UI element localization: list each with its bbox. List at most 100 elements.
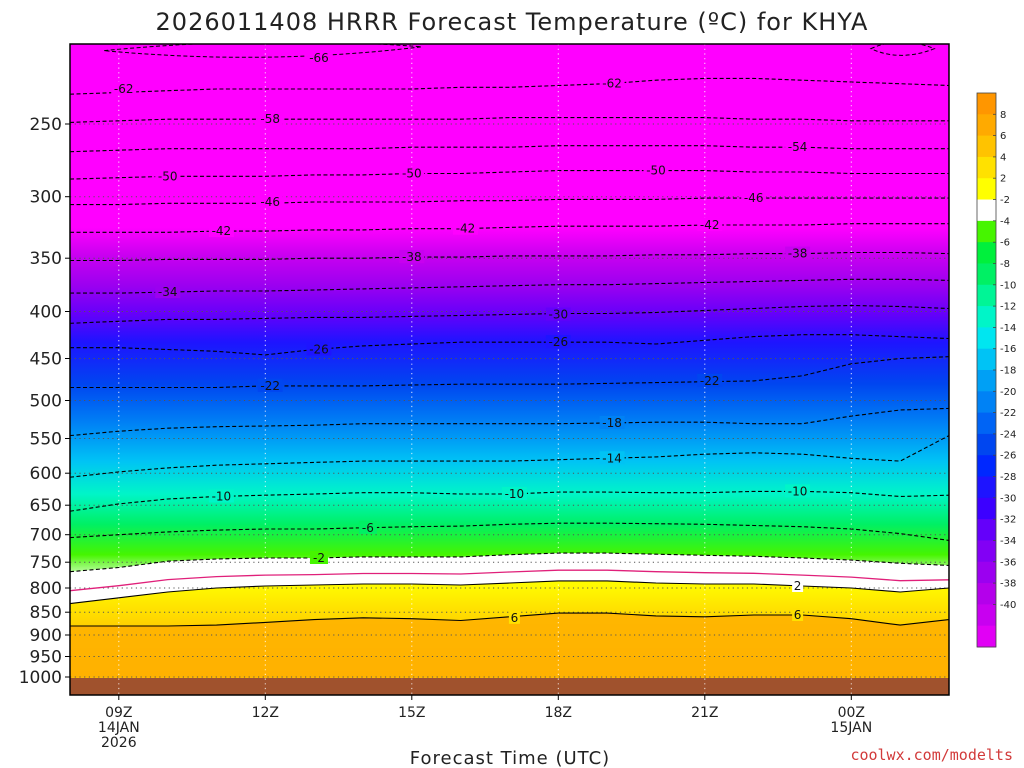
colorbar-swatch: [977, 604, 996, 627]
colorbar-tick-label: -34: [1000, 536, 1016, 547]
x-tick-label: 2026: [101, 735, 137, 751]
contour-label: -42: [700, 218, 720, 232]
colorbar-swatch: [977, 561, 996, 584]
ground-below-surface: [70, 678, 949, 695]
isotherm-line: [70, 170, 949, 180]
contour-label-bg: [501, 487, 527, 500]
y-tick-label: 900: [30, 626, 62, 646]
plot-area: -66-62 -62-58-54-50 -50 -50-46 -46-42 -42 -42-…: [70, 44, 949, 695]
colorbar-swatch: [977, 433, 996, 456]
contour-label: 6: [511, 611, 519, 625]
contour-label-bg: [508, 610, 520, 624]
contour-label: 2: [794, 579, 802, 593]
contour-label: -38: [788, 247, 808, 261]
colorbar-swatch: [977, 348, 996, 371]
contour-label-bg: [306, 342, 332, 356]
plot-frame: [69, 43, 950, 696]
colorbar-swatch: [977, 306, 996, 328]
contour-label-bg: [399, 166, 425, 180]
colorbar-tick-label: -24: [1000, 429, 1016, 440]
colorbar-tick-label: -2: [1000, 195, 1010, 206]
contour-label-bg: [741, 191, 767, 205]
x-tick-label: 21Z: [691, 705, 718, 721]
contour-label-bg: [599, 416, 625, 429]
contour-label-bg: [155, 285, 181, 299]
colorbar-tick-label: -22: [1000, 408, 1016, 419]
y-tick-label: 350: [30, 249, 62, 269]
contour-label-bg: [785, 140, 811, 154]
x-tick-label: 12Z: [252, 705, 279, 721]
contour-label-bg: [399, 250, 425, 264]
isotherm-line: [70, 278, 949, 294]
contour-label-bg: [599, 76, 625, 90]
y-tick-label: 250: [30, 115, 62, 135]
contour-labels: -66-62 -62-58-54-50 -50 -50-46 -46-42 -42 -42-…: [111, 51, 811, 625]
y-tick-label: 850: [30, 603, 62, 623]
colorbar-swatch: [977, 220, 996, 243]
isotherm-line: [70, 334, 949, 356]
contour-label: -46: [744, 191, 764, 205]
y-tick-label: 500: [30, 392, 62, 412]
contour-label-bg: [257, 112, 283, 126]
colorbar-tick-label: -38: [1000, 579, 1016, 590]
contour-label: -2: [313, 551, 325, 565]
contour-label-bg: [697, 373, 723, 387]
colorbar-swatch: [977, 455, 996, 478]
contour-label-bg: [155, 169, 181, 183]
x-tick-label: 15Z: [398, 705, 425, 721]
colorbar-swatch: [977, 135, 996, 158]
colorbar-tick-label: -8: [1000, 259, 1010, 270]
colorbar-tick-label: 8: [1000, 110, 1006, 121]
contour-label-bg: [792, 579, 804, 592]
contour-label-bg: [785, 246, 811, 260]
colorbar-swatch: [977, 327, 996, 350]
colorbar-swatch: [977, 370, 996, 392]
colorbar-swatch: [977, 519, 996, 541]
contour-label: -30: [548, 308, 568, 322]
y-tick-label: 800: [30, 579, 62, 599]
contour-label: -50: [402, 167, 422, 181]
contour-label: -26: [309, 343, 329, 357]
contour-label: -18: [602, 416, 622, 430]
contour-label-bg: [545, 335, 571, 349]
contour-label: -14: [602, 451, 622, 465]
contour-label-bg: [545, 307, 571, 321]
colorbar-swatch: [977, 178, 996, 201]
x-tick-label: 14JAN: [98, 720, 140, 736]
isotherm-line: [869, 44, 936, 56]
contour-label-bg: [785, 484, 811, 498]
freezing-line-0c: [70, 569, 949, 592]
contour-label-bg: [208, 224, 234, 238]
y-tick-label: 600: [30, 464, 62, 484]
chart-title: 2026011408 HRRR Forecast Temperature (ºC…: [156, 8, 869, 36]
colorbar-tick-label: -12: [1000, 302, 1016, 313]
colorbar-tick-label: -4: [1000, 216, 1010, 227]
isotherm-line: [104, 44, 422, 58]
contour-label: -50: [646, 164, 666, 178]
colorbar-tick-label: -40: [1000, 600, 1016, 611]
contour-label: -22: [260, 379, 280, 393]
colorbar-swatch: [977, 583, 996, 605]
contour-label-bg: [257, 378, 283, 392]
colorbar-tick-label: -20: [1000, 387, 1016, 398]
contour-label-bg: [792, 608, 804, 621]
contour-label-bg: [257, 195, 283, 208]
contour-label-bg: [306, 51, 332, 65]
colorbar-tick-label: 2: [1000, 174, 1006, 185]
contour-label-bg: [453, 221, 478, 235]
colorbar-tick-label: -14: [1000, 323, 1016, 334]
contour-label: -50: [158, 169, 178, 183]
isotherm-line: [70, 407, 949, 437]
colorbar-swatch: [977, 497, 996, 520]
contour-label: -62: [602, 77, 622, 91]
isotherm-line: [70, 304, 949, 324]
contour-label-bg: [697, 218, 723, 231]
y-tick-label: 650: [30, 496, 62, 516]
contour-label-bg: [208, 489, 234, 503]
isotherm-line: [70, 251, 949, 262]
contour-label: -26: [548, 335, 568, 349]
colorbar-swatch: [977, 540, 996, 563]
colorbar-tick-label: -30: [1000, 493, 1016, 504]
x-tick-label: 15JAN: [830, 720, 872, 736]
contour-label: -58: [260, 112, 280, 126]
